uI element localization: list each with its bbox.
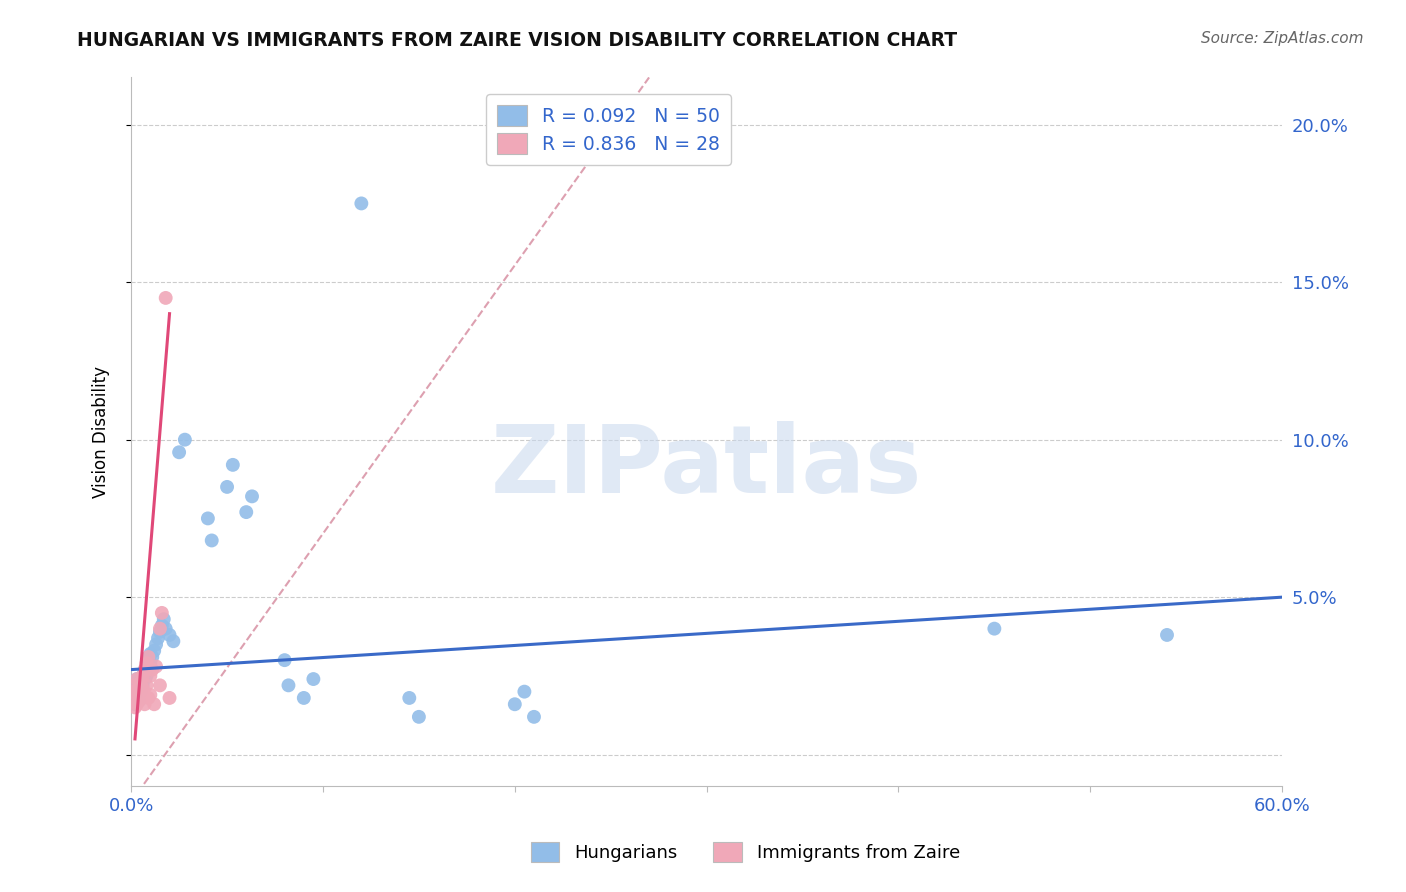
Point (122, 684, 145, 698)
Y-axis label: Vision Disability: Vision Disability (93, 366, 110, 498)
Point (122, 690, 145, 705)
Point (129, 675, 152, 690)
Point (273, 653, 295, 667)
Point (138, 653, 160, 667)
Point (128, 681, 150, 696)
Point (240, 489, 263, 503)
Legend: Hungarians, Immigrants from Zaire: Hungarians, Immigrants from Zaire (523, 835, 967, 870)
Point (131, 669, 153, 683)
Point (197, 511, 219, 525)
Point (125, 672, 148, 686)
Point (167, 445, 190, 459)
Point (124, 678, 146, 692)
Point (124, 698, 146, 712)
Text: Source: ZipAtlas.com: Source: ZipAtlas.com (1201, 31, 1364, 46)
Point (1156, 628, 1178, 642)
Point (149, 678, 172, 692)
Point (143, 698, 166, 712)
Point (350, 196, 373, 211)
Point (277, 678, 299, 692)
Legend: R = 0.092   N = 50, R = 0.836   N = 28: R = 0.092 N = 50, R = 0.836 N = 28 (486, 94, 731, 165)
Point (129, 684, 152, 698)
Point (134, 663, 156, 677)
Point (149, 624, 172, 639)
Point (124, 700, 146, 714)
Point (139, 657, 162, 671)
Point (983, 622, 1005, 636)
Point (135, 669, 157, 683)
Point (149, 622, 172, 636)
Point (122, 684, 145, 698)
Point (131, 678, 153, 692)
Point (152, 612, 174, 626)
Point (138, 650, 160, 665)
Point (143, 643, 166, 657)
Point (138, 663, 160, 677)
Point (134, 698, 156, 712)
Point (173, 433, 195, 447)
Text: ZIPatlas: ZIPatlas (491, 421, 922, 513)
Point (135, 659, 157, 673)
Point (201, 533, 224, 548)
Point (302, 672, 325, 686)
Point (124, 678, 146, 692)
Point (408, 710, 430, 724)
Point (217, 480, 239, 494)
Point (145, 637, 167, 651)
Point (128, 681, 150, 696)
Point (129, 688, 152, 702)
Point (162, 634, 184, 648)
Point (128, 694, 150, 708)
Point (150, 618, 173, 632)
Point (131, 681, 153, 696)
Point (398, 690, 420, 705)
Point (222, 458, 245, 472)
Point (159, 690, 181, 705)
Point (235, 505, 257, 519)
Point (523, 710, 546, 724)
Point (503, 698, 526, 712)
Point (141, 650, 163, 665)
Point (129, 675, 152, 690)
Point (146, 631, 169, 645)
Point (139, 688, 162, 702)
Point (513, 684, 536, 698)
Point (134, 665, 156, 680)
Point (134, 672, 156, 686)
Point (155, 622, 177, 636)
Point (138, 690, 160, 705)
Point (125, 672, 148, 686)
Point (292, 690, 315, 705)
Point (122, 690, 145, 705)
Point (135, 657, 157, 671)
Point (131, 669, 153, 683)
Point (141, 663, 163, 677)
Point (155, 291, 177, 305)
Point (139, 669, 162, 683)
Point (145, 659, 167, 673)
Point (135, 678, 157, 692)
Point (159, 628, 181, 642)
Point (139, 647, 162, 661)
Point (125, 698, 148, 712)
Point (125, 688, 148, 702)
Point (128, 694, 150, 708)
Point (150, 606, 173, 620)
Text: HUNGARIAN VS IMMIGRANTS FROM ZAIRE VISION DISABILITY CORRELATION CHART: HUNGARIAN VS IMMIGRANTS FROM ZAIRE VISIO… (77, 31, 957, 50)
